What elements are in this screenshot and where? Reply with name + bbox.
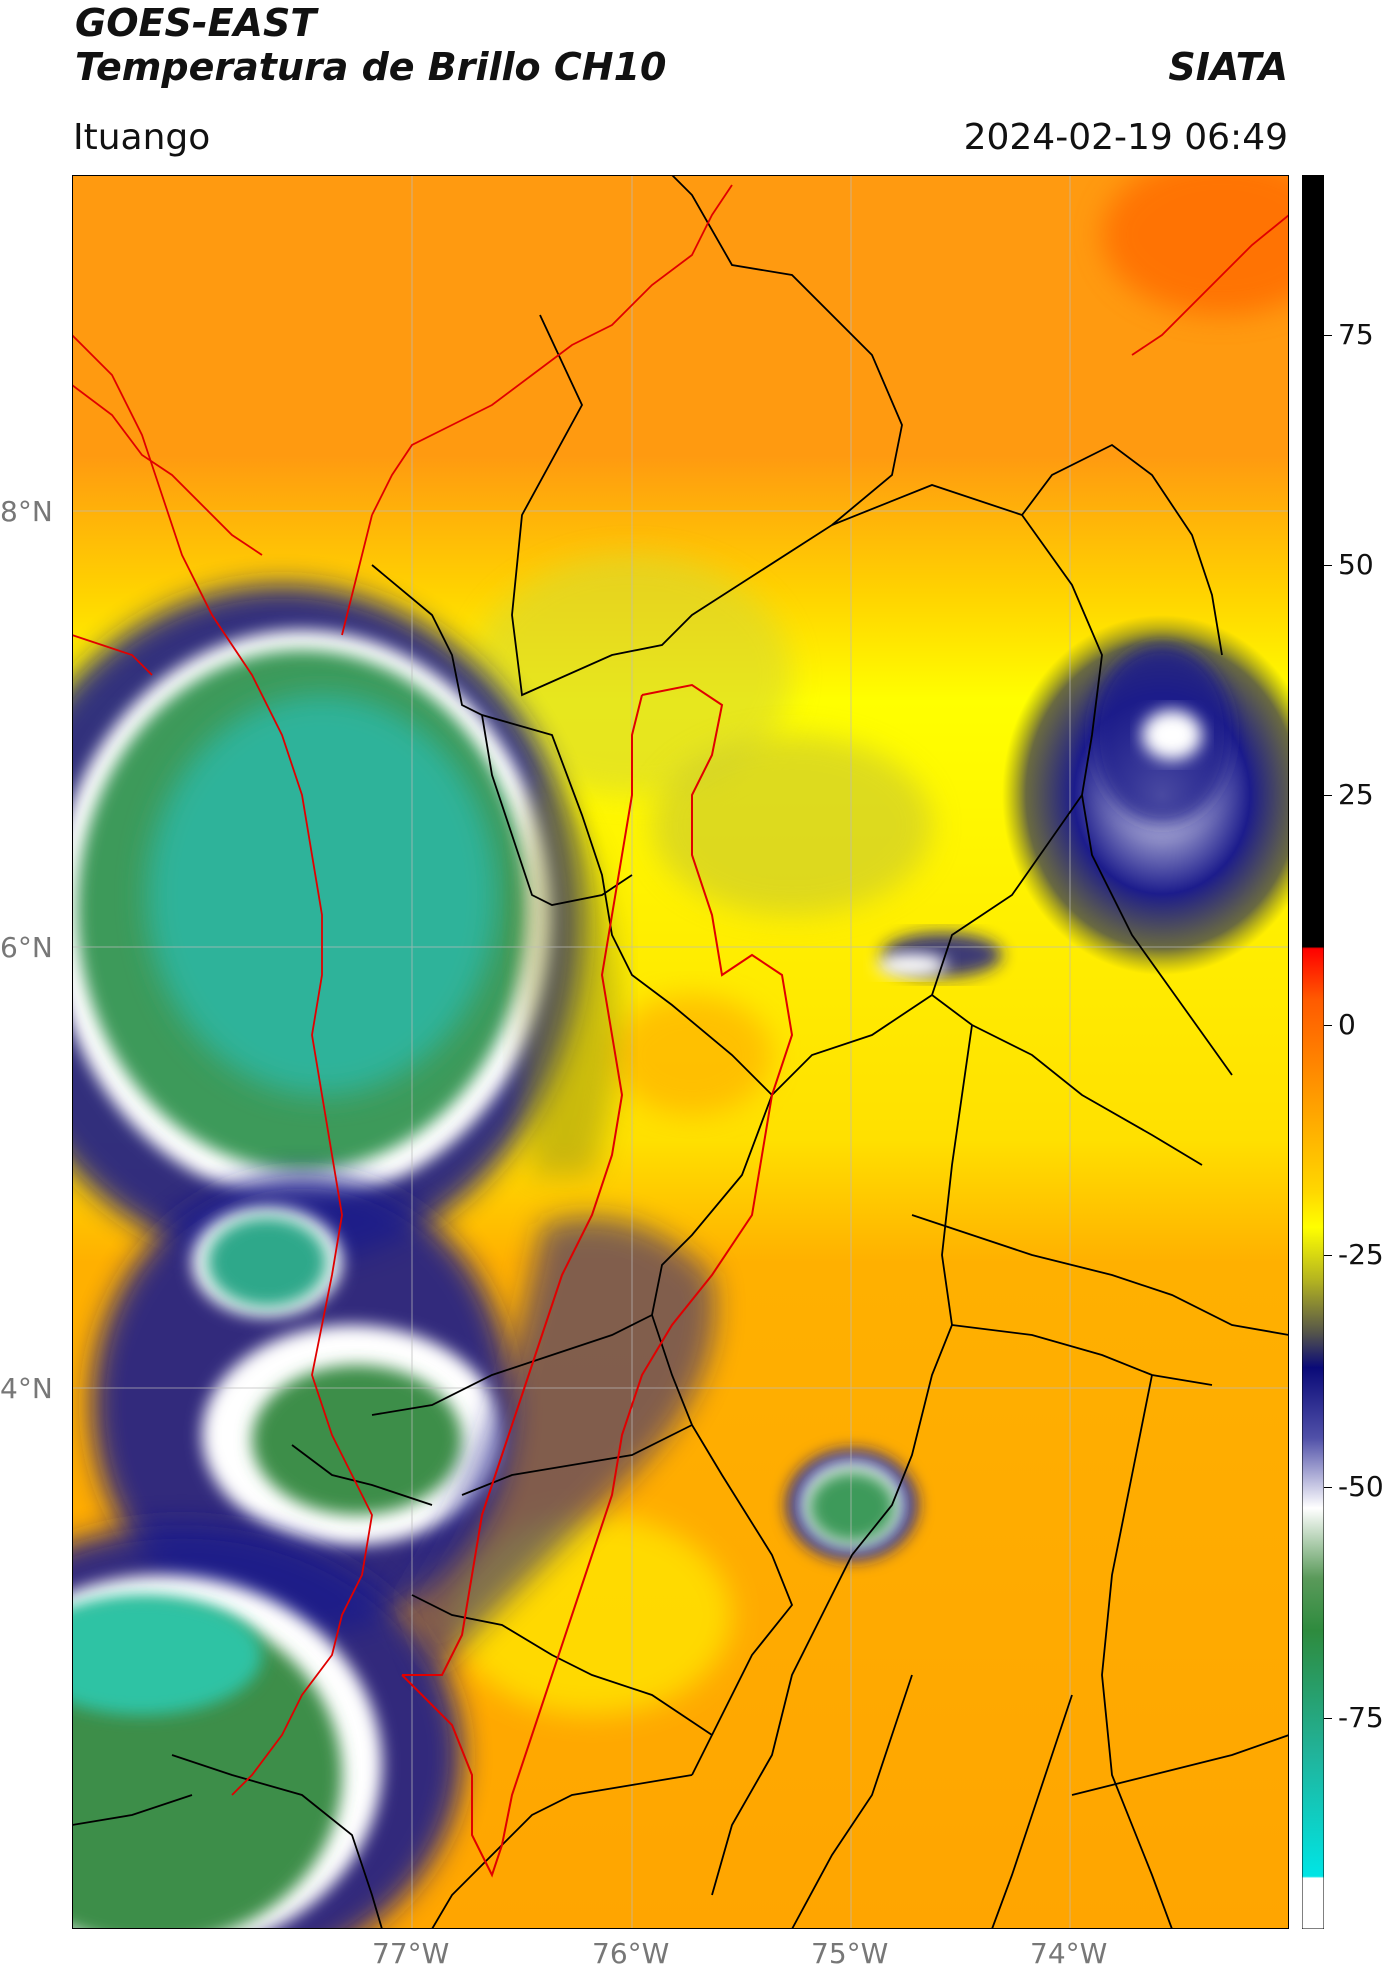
colorbar-label-50: 50 bbox=[1338, 548, 1374, 581]
department-borders bbox=[72, 175, 1289, 1929]
coastline bbox=[72, 184, 1289, 1796]
cloud-west-coast-south bbox=[92, 1175, 512, 1635]
satellite-map bbox=[72, 175, 1289, 1929]
map-frame bbox=[72, 175, 1289, 1929]
lon-tick-74w: 74°W bbox=[1030, 1937, 1108, 1970]
lat-tick-4n: 4°N bbox=[0, 1372, 53, 1405]
product-title: Temperatura de Brillo CH10 bbox=[75, 45, 667, 89]
datetime-label: 2024-02-19 06:49 bbox=[963, 117, 1288, 158]
location-label: Ituango bbox=[73, 117, 211, 158]
colorbar-label-25: 25 bbox=[1338, 778, 1374, 811]
satellite-title: GOES-EAST bbox=[75, 1, 317, 45]
cloud-west-large bbox=[72, 585, 582, 1265]
colorbar-label-neg50: -50 bbox=[1338, 1470, 1384, 1503]
lon-tick-76w: 76°W bbox=[592, 1937, 670, 1970]
cloud-east-small bbox=[787, 1450, 917, 1560]
cloud-southwest bbox=[72, 1525, 462, 1929]
colorbar-label-0: 0 bbox=[1338, 1008, 1356, 1041]
organization-label: SIATA bbox=[1168, 45, 1288, 89]
ituango-region-outline bbox=[401, 683, 794, 1878]
lat-tick-8n: 8°N bbox=[0, 495, 53, 528]
lon-tick-75w: 75°W bbox=[811, 1937, 889, 1970]
temperature-colorbar bbox=[1302, 175, 1324, 1929]
lon-tick-77w: 77°W bbox=[372, 1937, 450, 1970]
colorbar-label-75: 75 bbox=[1338, 318, 1374, 351]
lat-tick-6n: 6°N bbox=[0, 931, 53, 964]
colorbar-label-neg75: -75 bbox=[1338, 1701, 1384, 1734]
colorbar-label-neg25: -25 bbox=[1338, 1238, 1384, 1271]
cloud-northeast bbox=[877, 615, 1289, 977]
colorbar-ticks bbox=[1324, 175, 1334, 1929]
graticule bbox=[72, 175, 1289, 1929]
